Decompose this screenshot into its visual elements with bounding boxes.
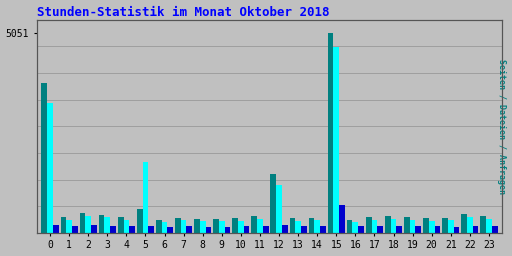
Bar bbox=[80, 213, 86, 233]
Bar bbox=[448, 220, 454, 233]
Bar bbox=[251, 216, 257, 233]
Bar bbox=[194, 219, 200, 233]
Bar bbox=[263, 226, 268, 233]
Bar bbox=[167, 227, 173, 233]
Text: Stunden-Statistik im Monat Oktober 2018: Stunden-Statistik im Monat Oktober 2018 bbox=[37, 6, 329, 18]
Bar bbox=[110, 226, 116, 233]
Bar bbox=[219, 221, 225, 233]
Bar bbox=[333, 47, 339, 233]
Bar bbox=[352, 222, 358, 233]
Bar bbox=[47, 103, 53, 233]
Bar bbox=[162, 222, 167, 233]
Bar bbox=[309, 218, 314, 233]
Bar bbox=[377, 226, 383, 233]
Bar bbox=[181, 220, 186, 233]
Bar bbox=[238, 221, 244, 233]
Bar bbox=[72, 226, 78, 233]
Bar bbox=[385, 216, 391, 233]
Bar bbox=[314, 220, 320, 233]
Bar bbox=[41, 83, 47, 233]
Bar bbox=[473, 226, 478, 233]
Bar bbox=[486, 219, 492, 233]
Bar bbox=[289, 218, 295, 233]
Bar bbox=[358, 226, 364, 233]
Bar bbox=[60, 217, 66, 233]
Bar bbox=[429, 221, 435, 233]
Bar bbox=[415, 226, 421, 233]
Bar bbox=[123, 220, 129, 233]
Bar bbox=[492, 226, 498, 233]
Bar bbox=[461, 214, 467, 233]
Bar bbox=[347, 220, 352, 233]
Bar bbox=[454, 227, 459, 233]
Bar bbox=[129, 226, 135, 233]
Bar bbox=[320, 226, 326, 233]
Bar bbox=[200, 221, 205, 233]
Bar bbox=[244, 226, 249, 233]
Bar bbox=[435, 226, 440, 233]
Bar bbox=[205, 227, 211, 233]
Bar bbox=[225, 227, 230, 233]
Bar bbox=[467, 217, 473, 233]
Bar bbox=[232, 218, 238, 233]
Bar bbox=[213, 219, 219, 233]
Bar bbox=[91, 225, 97, 233]
Y-axis label: Seiten / Dateien / Anfragen: Seiten / Dateien / Anfragen bbox=[498, 59, 506, 194]
Bar bbox=[423, 218, 429, 233]
Bar bbox=[99, 215, 104, 233]
Bar bbox=[295, 221, 301, 233]
Bar bbox=[270, 174, 276, 233]
Bar bbox=[143, 162, 148, 233]
Bar bbox=[301, 226, 307, 233]
Bar bbox=[372, 220, 377, 233]
Bar bbox=[53, 225, 59, 233]
Bar bbox=[366, 217, 372, 233]
Bar bbox=[480, 216, 486, 233]
Bar bbox=[276, 185, 282, 233]
Bar bbox=[175, 218, 181, 233]
Bar bbox=[104, 217, 110, 233]
Bar bbox=[118, 217, 123, 233]
Bar bbox=[86, 216, 91, 233]
Bar bbox=[328, 34, 333, 233]
Bar bbox=[410, 220, 415, 233]
Bar bbox=[396, 226, 402, 233]
Bar bbox=[442, 218, 448, 233]
Bar bbox=[282, 225, 288, 233]
Bar bbox=[257, 219, 263, 233]
Bar bbox=[156, 220, 162, 233]
Bar bbox=[391, 219, 396, 233]
Bar bbox=[148, 226, 154, 233]
Bar bbox=[186, 226, 192, 233]
Bar bbox=[137, 209, 143, 233]
Bar bbox=[404, 217, 410, 233]
Bar bbox=[66, 220, 72, 233]
Bar bbox=[339, 205, 345, 233]
